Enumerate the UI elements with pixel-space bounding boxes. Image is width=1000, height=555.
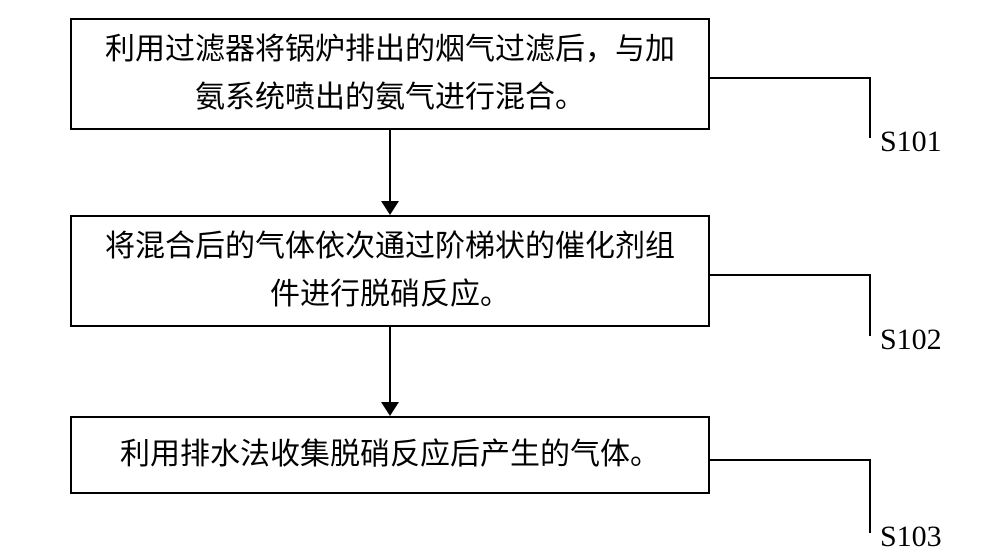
step-box-s103: 利用排水法收集脱硝反应后产生的气体。 bbox=[70, 416, 710, 494]
step-label-text-s101: S101 bbox=[880, 125, 942, 158]
step-label-s103: S103 bbox=[880, 520, 942, 554]
step-text-s101: 利用过滤器将锅炉排出的烟气过滤后，与加 氨系统喷出的氨气进行混合。 bbox=[105, 26, 675, 122]
step-text-s102: 将混合后的气体依次通过阶梯状的催化剂组 件进行脱硝反应。 bbox=[105, 223, 675, 319]
flowchart-canvas: 利用过滤器将锅炉排出的烟气过滤后，与加 氨系统喷出的氨气进行混合。 将混合后的气… bbox=[0, 0, 1000, 555]
step-box-s101: 利用过滤器将锅炉排出的烟气过滤后，与加 氨系统喷出的氨气进行混合。 bbox=[70, 18, 710, 130]
step-label-text-s102: S102 bbox=[880, 323, 942, 356]
step-label-s101: S101 bbox=[880, 125, 942, 159]
step-label-text-s103: S103 bbox=[880, 520, 942, 553]
step-text-s103: 利用排水法收集脱硝反应后产生的气体。 bbox=[120, 431, 660, 479]
step-label-s102: S102 bbox=[880, 323, 942, 357]
step-box-s102: 将混合后的气体依次通过阶梯状的催化剂组 件进行脱硝反应。 bbox=[70, 215, 710, 327]
